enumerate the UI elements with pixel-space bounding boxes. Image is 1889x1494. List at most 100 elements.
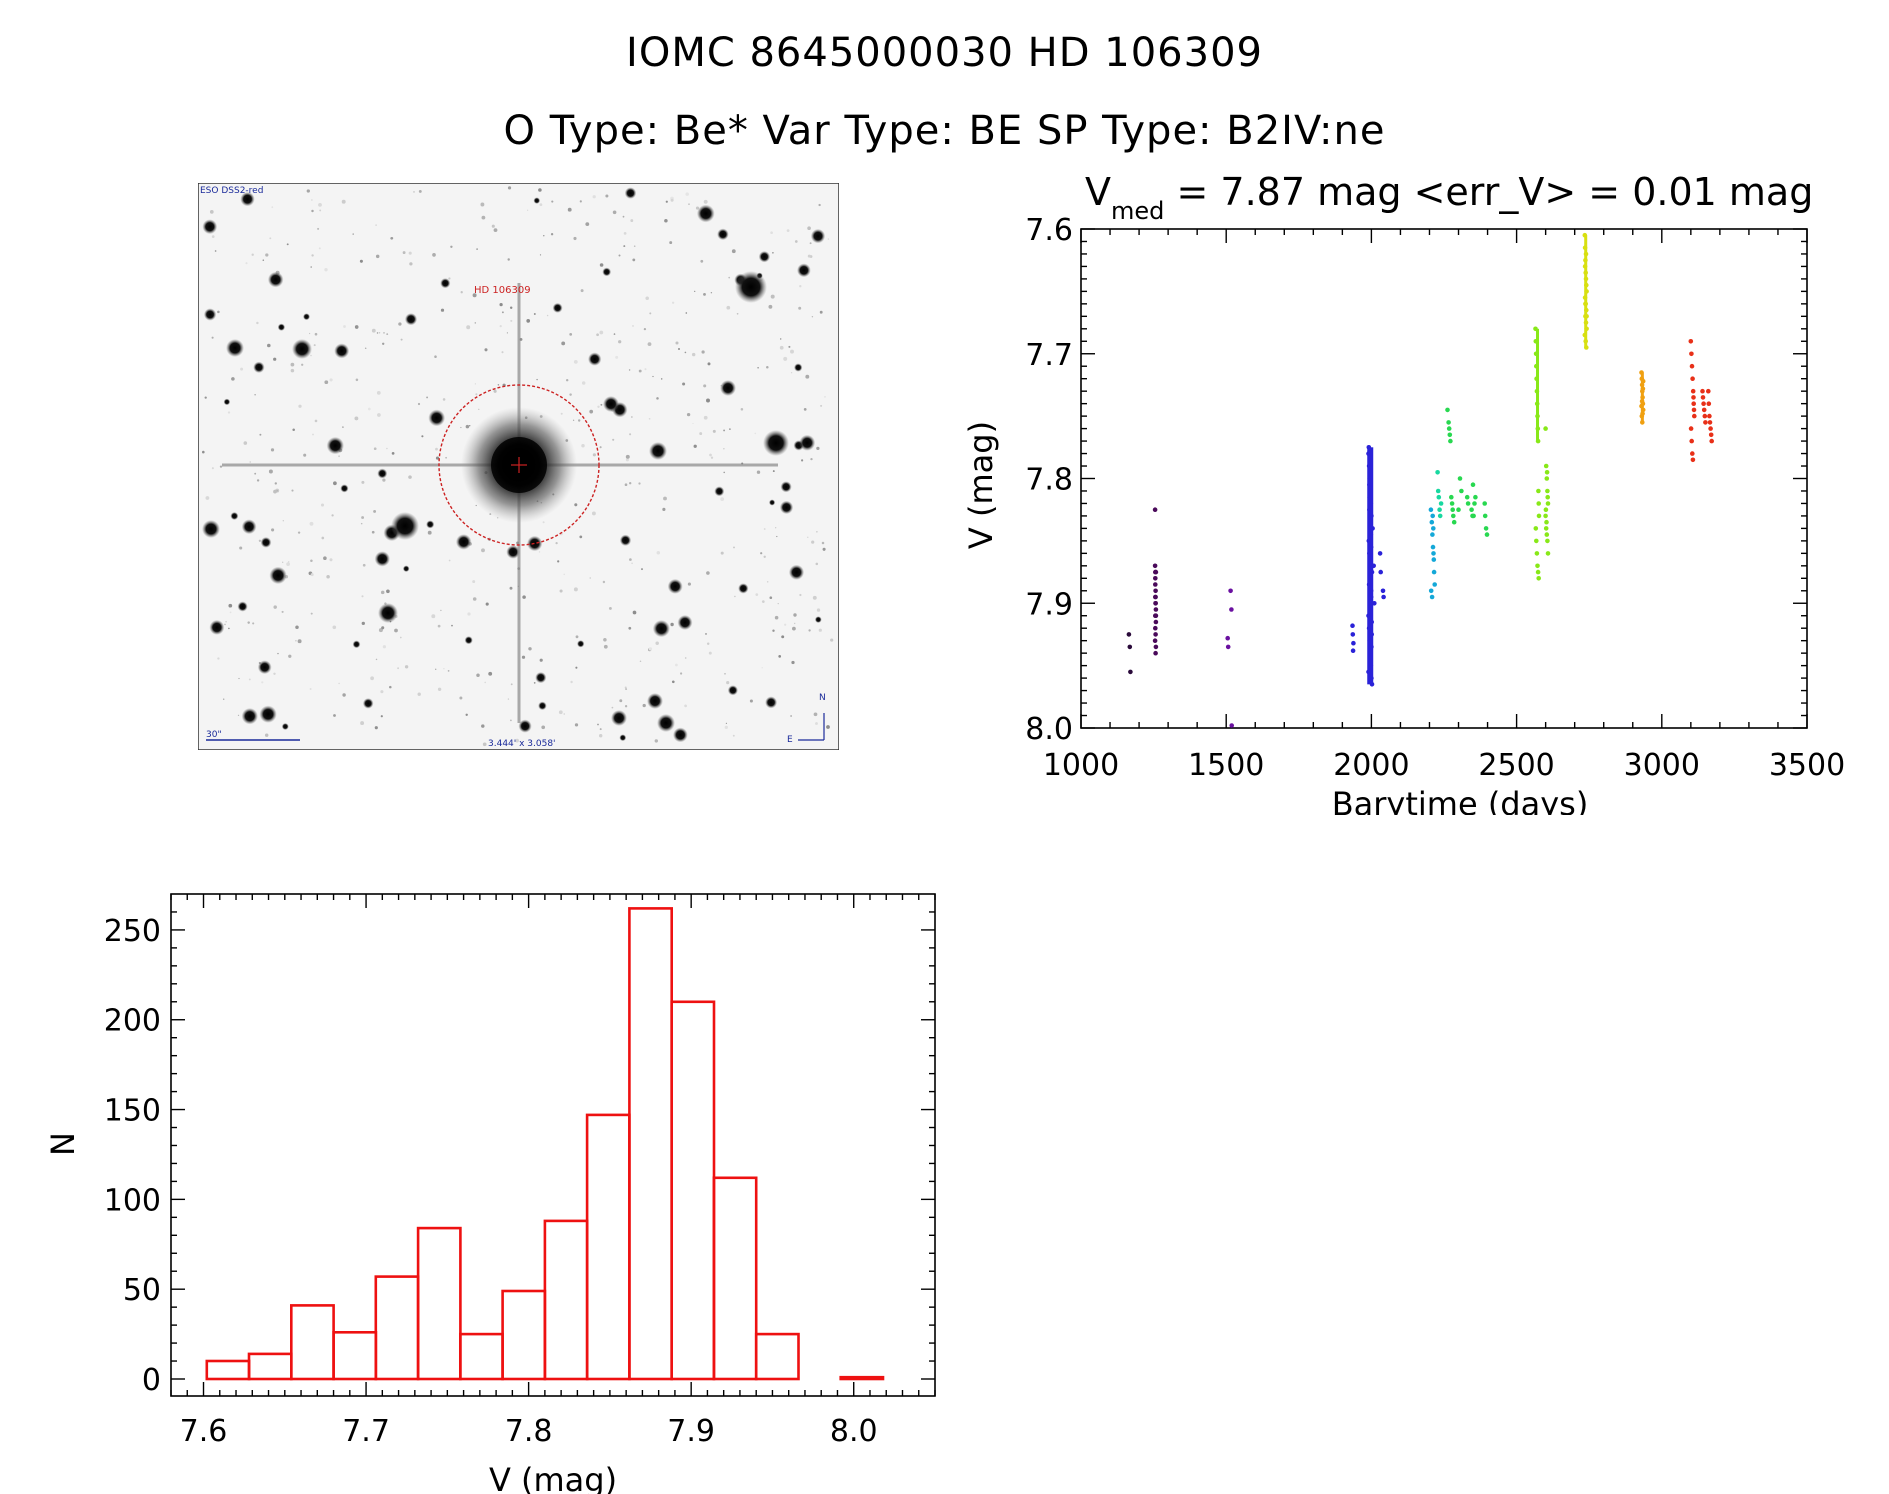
background-star [816,446,820,451]
x-tick-label: 7.7 [342,1414,390,1449]
background-star [703,415,708,420]
background-star [308,332,311,335]
background-star [692,422,694,425]
background-star [427,530,432,535]
data-point [1544,476,1550,481]
bright-field-star [378,603,398,623]
data-point [1688,339,1694,344]
background-star [434,355,437,358]
background-star [435,456,440,460]
background-star [507,698,510,700]
background-star [712,429,716,433]
background-star [418,189,422,193]
background-star [476,673,480,678]
field-star [440,278,451,289]
background-star [332,625,337,630]
data-point [1225,635,1230,641]
background-star [271,206,274,209]
background-star [528,647,532,651]
background-star [361,595,364,598]
background-star [691,352,696,357]
background-star [237,714,240,717]
background-star [408,475,412,479]
field-star [464,636,473,645]
field-star [267,271,284,288]
background-star [573,236,577,241]
data-point [1432,582,1437,587]
background-star [641,568,643,571]
background-star [723,471,725,474]
field-star [241,519,257,535]
field-star [203,308,217,321]
background-star [361,621,365,626]
background-star [706,398,710,403]
background-star [324,380,329,385]
data-point [1543,426,1548,431]
background-star [815,562,819,566]
data-point [1536,576,1541,581]
background-star [338,682,340,685]
background-star [398,322,402,326]
background-star [775,527,777,529]
background-star [813,712,818,717]
background-star [793,613,797,617]
data-point [1381,594,1386,600]
background-star [376,391,381,395]
bright-field-star [202,520,220,538]
background-star [628,626,632,630]
field-star [277,323,286,331]
data-point [1543,507,1549,512]
light-curve-title: Vmed = 7.87 mag <err_V> = 0.01 mag [1085,170,1813,225]
background-star [572,419,575,421]
background-star [723,448,725,450]
background-star [786,229,790,232]
background-star [761,600,765,603]
background-star [501,351,504,354]
background-star [710,292,713,294]
field-star [652,620,670,638]
background-star [596,333,599,337]
data-point [1429,519,1435,525]
x-tick-label: 7.8 [505,1414,553,1449]
background-star [585,222,590,226]
light-curve-series [1533,326,1551,581]
field-star [223,398,231,406]
background-star [333,481,337,486]
background-star [491,224,495,228]
data-point [1153,625,1158,631]
data-point [1692,413,1697,419]
background-star [539,203,543,207]
data-point [1445,407,1450,413]
light-curve-chart: Vmed = 7.87 mag <err_V> = 0.01 mag 1000 1… [962,170,1845,815]
background-star [361,480,365,484]
background-star [386,333,389,335]
background-star [688,203,690,205]
background-star [282,561,284,563]
background-star [408,251,412,255]
background-star [592,195,596,199]
background-star [822,547,826,551]
background-star [282,520,284,522]
background-star [247,621,250,624]
background-star [506,332,509,334]
background-star [227,411,231,414]
background-star [267,343,271,348]
background-star [377,413,381,417]
field-star [602,267,612,277]
background-star [306,189,310,193]
background-star [647,342,652,347]
data-point [1700,395,1706,400]
data-point [1464,494,1470,500]
field-star [538,701,547,711]
data-point [1450,507,1455,512]
background-star [703,292,706,296]
data-point [1708,432,1714,438]
background-star [632,258,636,262]
background-star [484,681,486,684]
background-star [555,541,558,545]
background-star [569,393,572,396]
background-star [749,699,753,703]
background-star [724,672,726,675]
background-star [633,245,636,247]
data-point [1690,388,1696,394]
